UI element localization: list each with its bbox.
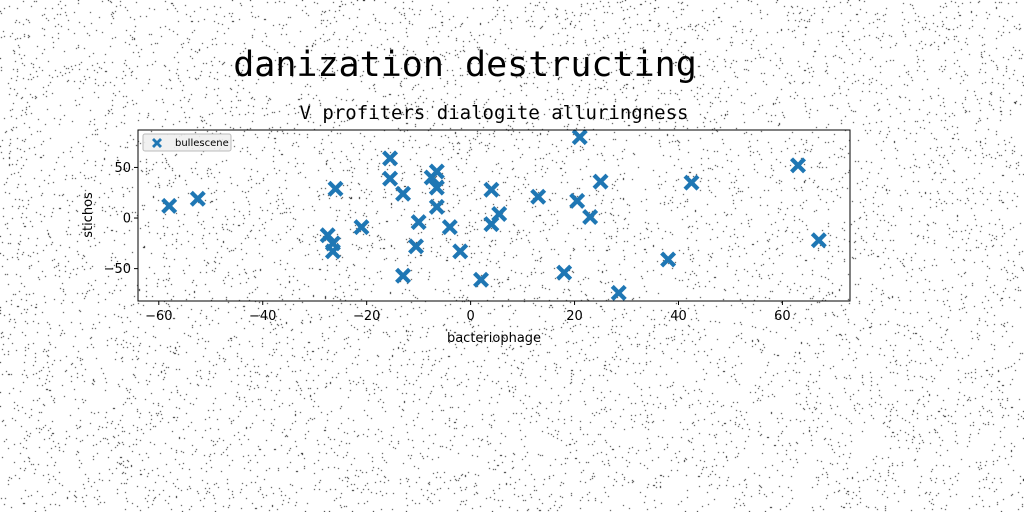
legend-box xyxy=(142,133,232,152)
scatter-point xyxy=(452,243,469,260)
scatter-point xyxy=(483,181,500,198)
scatter-point xyxy=(327,180,344,197)
x-tick-label: −20 xyxy=(353,309,380,324)
x-tick-label: 0 xyxy=(466,309,474,324)
y-axis: −50 0 50 xyxy=(104,161,138,277)
scatter-point xyxy=(382,170,399,187)
scatter-point xyxy=(428,163,445,180)
x-tick-label: 20 xyxy=(566,309,583,324)
x-axis: −60 −40 −20 0 20 40 60 xyxy=(145,301,791,324)
axes-frame xyxy=(137,129,851,302)
scatter-point xyxy=(790,157,807,174)
scatter-point xyxy=(408,238,425,255)
chart-title: V profiters dialogite alluringness xyxy=(300,102,689,124)
scatter-point xyxy=(473,271,490,288)
x-axis-label: bacteriophage xyxy=(447,331,541,346)
scatter-point xyxy=(410,214,427,231)
scatter-point xyxy=(592,173,609,190)
scatter-point xyxy=(382,150,399,167)
legend-marker-icon xyxy=(152,138,162,148)
y-tick-label: −50 xyxy=(104,262,131,277)
scatter-point xyxy=(395,185,412,202)
scatter-point xyxy=(395,267,412,284)
scatter-point xyxy=(161,197,178,214)
y-axis-label: stichos xyxy=(81,192,96,238)
legend-label: bullescene xyxy=(175,138,229,149)
scatter-point xyxy=(683,174,700,191)
legend-marker xyxy=(152,138,162,148)
scatter-point xyxy=(810,232,827,249)
x-tick-label: 60 xyxy=(774,309,791,324)
scatter-point xyxy=(610,284,627,301)
scatter-point xyxy=(582,209,599,226)
scatter-point xyxy=(530,188,547,205)
y-tick-label: 0 xyxy=(123,212,131,227)
legend: bullescene xyxy=(142,133,232,152)
scatter-point xyxy=(189,190,206,207)
x-tick-label: 40 xyxy=(670,309,687,324)
x-tick-label: −40 xyxy=(249,309,276,324)
y-tick-label: 50 xyxy=(114,161,131,176)
scatter-point xyxy=(660,251,677,268)
plot-area xyxy=(161,129,827,301)
scatter-point xyxy=(569,192,586,209)
scatter-point xyxy=(428,179,445,196)
scatter-point xyxy=(571,129,588,146)
x-tick-label: −60 xyxy=(145,309,172,324)
scatter-point xyxy=(491,205,508,222)
scatter-point xyxy=(324,243,341,260)
scatter-point xyxy=(441,219,458,236)
scatter-point xyxy=(353,219,370,236)
scatter-point xyxy=(428,198,445,215)
scatter-point xyxy=(556,264,573,281)
chart-suptitle: danization destructing xyxy=(233,45,697,85)
